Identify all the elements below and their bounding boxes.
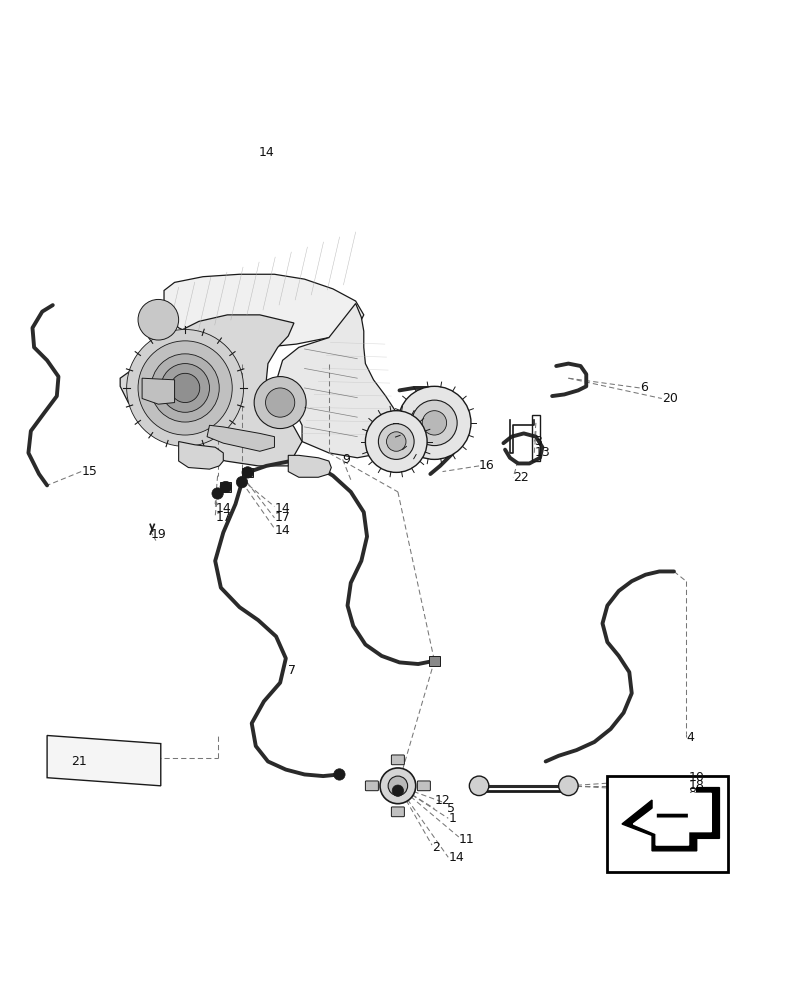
Circle shape [365, 411, 427, 472]
Circle shape [378, 424, 414, 459]
Text: 8: 8 [688, 786, 696, 799]
Text: 11: 11 [458, 833, 474, 846]
Text: 18: 18 [688, 779, 704, 792]
Text: 17: 17 [274, 511, 290, 524]
Text: 22: 22 [513, 471, 528, 484]
Circle shape [138, 341, 232, 435]
Polygon shape [120, 315, 302, 466]
Text: 10: 10 [688, 771, 704, 784]
Polygon shape [288, 455, 331, 477]
Text: 21: 21 [71, 755, 87, 768]
Bar [611, 780, 723, 868]
Text: 16: 16 [478, 459, 494, 472]
Circle shape [380, 768, 415, 804]
Polygon shape [178, 442, 223, 469]
Circle shape [254, 377, 306, 429]
Circle shape [386, 432, 406, 451]
Text: 6: 6 [639, 381, 647, 394]
Circle shape [333, 769, 345, 780]
FancyBboxPatch shape [391, 807, 404, 817]
Circle shape [392, 785, 403, 796]
Circle shape [558, 776, 577, 796]
Circle shape [397, 386, 470, 459]
Text: 12: 12 [434, 794, 449, 807]
FancyBboxPatch shape [417, 781, 430, 791]
Bar [242, 468, 253, 477]
Text: 5: 5 [446, 802, 454, 815]
Text: 19: 19 [150, 528, 165, 541]
Text: 14: 14 [274, 502, 290, 515]
Bar [428, 656, 440, 666]
Circle shape [127, 329, 243, 446]
Text: 3: 3 [534, 435, 542, 448]
Text: 2: 2 [431, 841, 440, 854]
FancyBboxPatch shape [365, 781, 378, 791]
Polygon shape [277, 303, 399, 458]
Text: 13: 13 [534, 446, 549, 459]
Polygon shape [207, 425, 274, 451]
Circle shape [138, 299, 178, 340]
Circle shape [242, 467, 253, 478]
Text: 14: 14 [448, 851, 463, 864]
Circle shape [161, 364, 209, 412]
Text: 15: 15 [81, 465, 97, 478]
Polygon shape [164, 274, 363, 347]
Text: 1: 1 [448, 812, 456, 825]
Circle shape [388, 776, 407, 796]
Text: 20: 20 [661, 392, 677, 405]
Bar [220, 482, 231, 492]
Text: 9: 9 [342, 453, 350, 466]
Polygon shape [142, 378, 174, 404]
Text: 7: 7 [288, 664, 296, 677]
Polygon shape [621, 788, 719, 851]
Circle shape [170, 373, 200, 403]
Circle shape [220, 481, 231, 493]
Text: 4: 4 [685, 731, 693, 744]
FancyBboxPatch shape [391, 755, 404, 765]
Text: 14: 14 [274, 524, 290, 537]
Circle shape [411, 400, 457, 446]
Polygon shape [633, 793, 710, 845]
Circle shape [236, 476, 247, 488]
Circle shape [422, 411, 446, 435]
Circle shape [469, 776, 488, 796]
Polygon shape [47, 735, 161, 786]
Text: 17: 17 [215, 511, 231, 524]
Circle shape [265, 388, 294, 417]
Bar [607, 776, 727, 872]
Circle shape [151, 354, 219, 422]
Circle shape [212, 488, 223, 499]
Text: 14: 14 [215, 502, 230, 515]
Text: 14: 14 [258, 146, 273, 159]
